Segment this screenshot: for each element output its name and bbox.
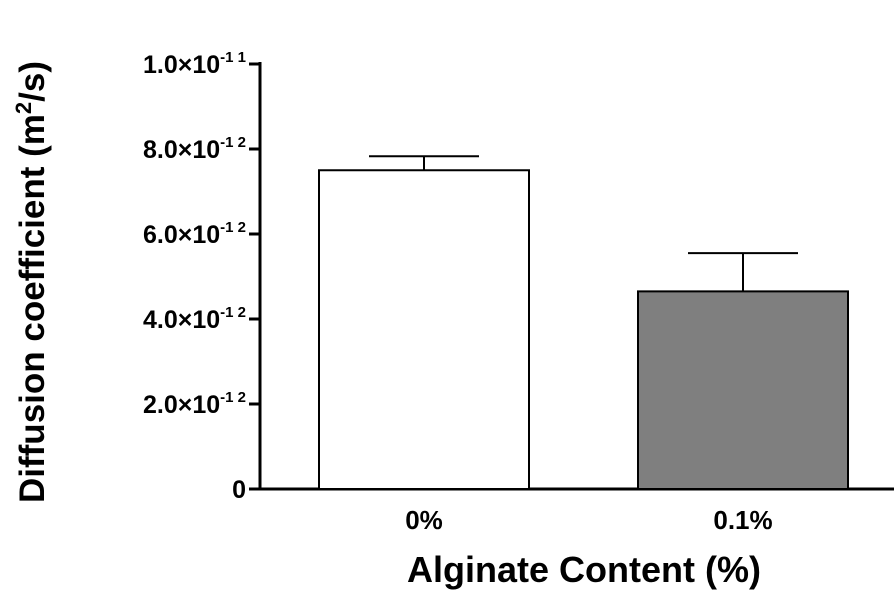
y-axis-label-suffix: /s) (13, 61, 52, 102)
y-tick-mantissa: 1.0×10 (143, 51, 220, 79)
y-tick-mantissa: 6.0×10 (143, 221, 220, 249)
y-tick-exponent: -1 2 (220, 219, 246, 236)
y-tick-exponent: -1 1 (220, 49, 246, 66)
y-axis-label-main: Diffusion coefficient (m (13, 114, 52, 503)
y-tick-label: 4.0×10-1 2 (143, 304, 246, 334)
svg-text:Diffusion coefficient (m2/s): Diffusion coefficient (m2/s) (11, 61, 52, 503)
y-tick-mantissa: 0 (232, 476, 246, 504)
y-axis-label-superscript: 2 (11, 102, 36, 114)
bar-2 (637, 290, 849, 490)
y-tick-mantissa: 2.0×10 (143, 391, 220, 419)
y-tick-exponent: -1 2 (220, 134, 246, 151)
y-tick-mantissa: 8.0×10 (143, 136, 220, 164)
y-tick-exponent: -1 2 (220, 304, 246, 321)
x-tick-label: 0% (405, 505, 443, 535)
y-tick-mantissa: 4.0×10 (143, 306, 220, 334)
y-tick-exponent: -1 2 (220, 389, 246, 406)
y-tick-label: 2.0×10-1 2 (143, 389, 246, 419)
y-tick-label: 0 (232, 476, 246, 504)
y-tick-label: 6.0×10-1 2 (143, 219, 246, 249)
x-tick-label: 0.1% (713, 505, 772, 535)
y-axis-label: Diffusion coefficient (m2/s) (11, 61, 52, 503)
plot-area: 02.0×10-1 24.0×10-1 26.0×10-1 28.0×10-1 … (143, 49, 894, 535)
y-tick-label: 8.0×10-1 2 (143, 134, 246, 164)
x-axis-label: Alginate Content (%) (407, 549, 761, 590)
y-tick-label: 1.0×10-1 1 (143, 49, 246, 79)
bar-1 (318, 169, 530, 490)
